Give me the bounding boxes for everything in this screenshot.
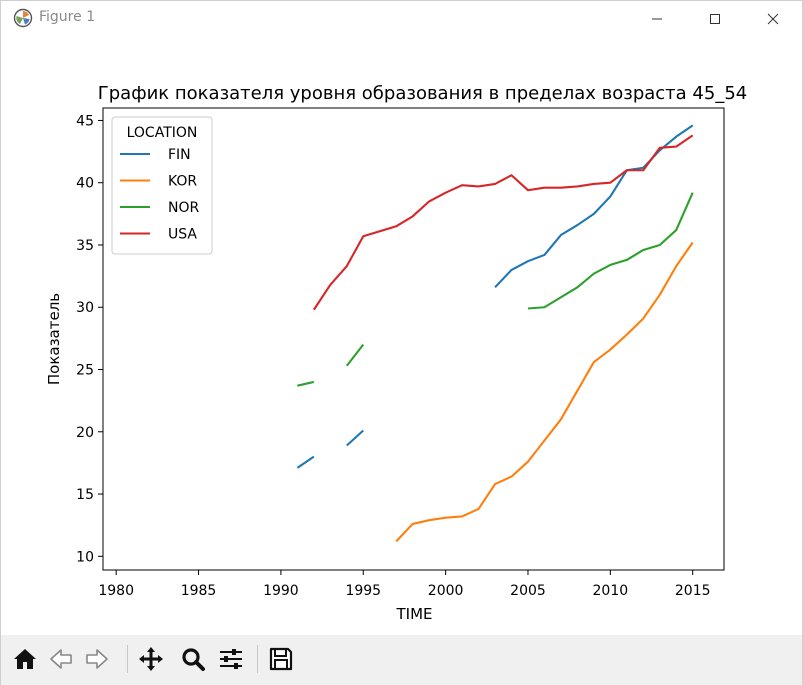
toolbar-divider (257, 645, 258, 673)
window-title: Figure 1 (39, 9, 96, 25)
matplotlib-logo-icon (13, 8, 33, 28)
y-tick-label: 10 (76, 549, 94, 565)
home-icon (14, 649, 36, 669)
forward-button[interactable] (81, 643, 113, 675)
configure-subplots-button[interactable] (215, 643, 247, 675)
move-icon (139, 647, 163, 671)
floppy-disk-icon (269, 647, 293, 671)
y-axis-label: Показатель (45, 293, 63, 385)
y-tick-label: 25 (76, 363, 94, 379)
series-line-kor (395, 241, 694, 543)
home-button[interactable] (9, 643, 41, 675)
maximize-icon (710, 14, 720, 24)
legend-label: USA (168, 227, 197, 243)
series-line-nor (297, 192, 694, 387)
y-tick-label: 20 (76, 425, 94, 441)
x-tick-label: 2005 (510, 583, 546, 599)
arrow-right-icon (86, 649, 108, 669)
minimize-button[interactable] (628, 1, 686, 37)
line-chart: График показателя уровня образования в п… (45, 83, 747, 623)
legend-box (111, 116, 213, 255)
x-tick-label: 1980 (98, 583, 134, 599)
y-tick-label: 30 (76, 300, 94, 316)
figure-canvas[interactable]: График показателя уровня образования в п… (1, 37, 802, 635)
x-tick-label: 2015 (675, 583, 711, 599)
navigation-toolbar (1, 635, 802, 685)
legend-label: NOR (168, 200, 199, 216)
magnifier-icon (182, 648, 205, 671)
x-tick-label: 1990 (263, 583, 299, 599)
title-bar[interactable]: Figure 1 (1, 1, 802, 37)
y-tick-label: 35 (76, 238, 94, 254)
y-tick-label: 45 (76, 113, 94, 129)
zoom-button[interactable] (177, 643, 209, 675)
minimize-icon (652, 18, 662, 20)
y-tick-label: 40 (76, 176, 94, 192)
plot-frame (102, 107, 725, 571)
legend-label: FIN (168, 147, 191, 163)
x-tick-label: 2000 (428, 583, 464, 599)
x-tick-label: 1995 (345, 583, 381, 599)
maximize-button[interactable] (686, 1, 744, 37)
series-line-usa (312, 134, 694, 311)
legend-title: LOCATION (127, 125, 198, 141)
sliders-icon (220, 649, 242, 669)
x-axis-label: TIME (395, 605, 432, 623)
arrow-left-icon (50, 649, 72, 669)
back-button[interactable] (45, 643, 77, 675)
toolbar-divider (127, 645, 128, 673)
x-tick-label: 1985 (181, 583, 217, 599)
pan-button[interactable] (135, 643, 167, 675)
x-tick-label: 2010 (593, 583, 629, 599)
chart-title: График показателя уровня образования в п… (98, 83, 747, 104)
close-icon (767, 13, 779, 25)
y-tick-label: 15 (76, 487, 94, 503)
save-button[interactable] (265, 643, 297, 675)
legend-label: KOR (168, 174, 197, 190)
series-line-fin (296, 124, 694, 469)
close-button[interactable] (744, 1, 802, 37)
